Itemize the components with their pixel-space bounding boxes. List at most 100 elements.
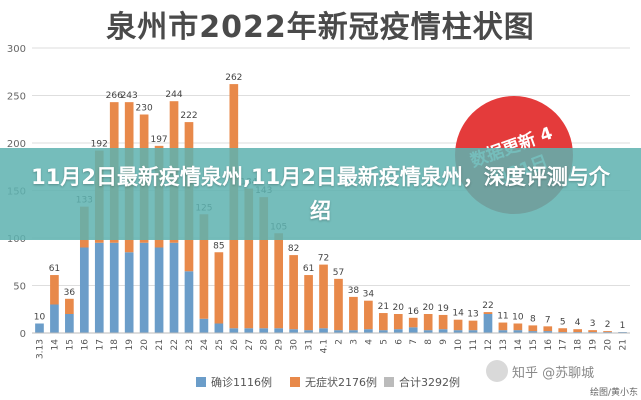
bar-asymptomatic [274,233,284,329]
x-tick-label: 27 [245,339,255,350]
x-tick-label: 7 [409,339,419,345]
x-tick-label: 24 [200,339,210,351]
bar-total-label: 19 [437,304,449,314]
bar-total-label: 10 [512,313,524,323]
bar-total-label: 5 [560,317,566,327]
bar-confirmed [169,242,179,333]
bar-confirmed [274,328,284,333]
x-tick-label: 4 [364,339,374,345]
y-tick-label: 250 [7,92,26,103]
x-tick-label: 5 [379,339,389,345]
bar-total-label: 22 [482,301,493,311]
bar-confirmed [423,330,433,333]
bar-total-label: 82 [288,244,299,254]
bar-total-label: 61 [303,264,314,274]
watermark: 知乎 @苏聊城 [486,360,594,382]
bar-asymptomatic [573,329,583,333]
bar-confirmed [184,271,194,333]
bar-asymptomatic [349,296,358,331]
bar-confirmed [124,252,134,333]
bar-total-label: 192 [91,140,108,150]
bar-confirmed [79,247,89,333]
bar-asymptomatic [304,275,313,331]
bar-asymptomatic [438,314,448,330]
x-tick-label: 4.1 [320,339,330,353]
bar-total-label: 1 [620,321,626,331]
bar-total-label: 8 [530,314,536,324]
bar-confirmed [139,242,149,333]
bar-total-label: 20 [393,303,405,313]
bar-confirmed [364,329,373,333]
x-tick-label: 9 [439,339,449,345]
x-tick-label: 30 [290,339,300,351]
bar-asymptomatic [199,214,209,319]
banner-title: 11月2日最新疫情泉州,11月2日最新疫情泉州，深度评测与介绍 [31,165,610,223]
bar-total-label: 243 [121,91,138,101]
bar-confirmed [349,330,358,333]
bar-asymptomatic [513,323,523,331]
bar-total-label: 21 [378,302,389,312]
bar-total-label: 11 [497,312,508,322]
bar-total-label: 222 [180,111,197,121]
y-tick-label: 300 [7,44,26,55]
bar-asymptomatic [498,322,508,331]
bar-asymptomatic [259,197,269,329]
x-tick-label: 26 [230,339,240,351]
x-tick-label: 19 [589,339,599,351]
bar-asymptomatic [393,314,403,330]
bar-total-label: 7 [545,315,551,325]
bar-confirmed [543,331,553,333]
x-tick-label: 19 [125,339,135,351]
legend-swatch-asymptomatic [290,377,300,387]
legend-swatch-total [384,377,394,387]
bar-asymptomatic [543,326,553,332]
x-tick-label: 29 [275,339,285,351]
x-tick-label: 20 [604,339,614,351]
bar-confirmed [154,247,164,333]
x-tick-label: 8 [424,339,434,345]
bar-total-label: 4 [575,318,581,328]
bar-total-label: 34 [363,290,375,300]
bar-total-label: 16 [407,307,419,317]
x-tick-label: 15 [529,339,539,350]
x-tick-label: 16 [80,339,90,351]
bar-confirmed [513,330,523,333]
x-tick-label: 21 [619,339,629,350]
x-tick-label: 2 [334,339,344,345]
x-tick-label: 14 [50,339,60,351]
bar-total-label: 230 [136,104,153,114]
bar-total-label: 85 [213,241,224,251]
x-tick-label: 25 [215,339,225,350]
bar-confirmed [259,328,269,333]
bar-confirmed [483,314,493,333]
x-tick-label: 6 [394,339,404,345]
bar-confirmed [244,328,254,333]
bar-asymptomatic [319,264,328,329]
x-tick-label: 31 [305,339,315,350]
bar-total-label: 10 [34,313,46,323]
bar-confirmed [319,328,328,333]
bar-confirmed [109,242,119,333]
bar-total-label: 13 [467,310,478,320]
x-tick-label: 18 [110,339,120,351]
bar-confirmed [453,330,463,333]
bar-asymptomatic [453,319,463,331]
bar-asymptomatic [214,252,224,324]
x-tick-label: 16 [544,339,554,351]
bar-confirmed [35,323,44,333]
bar-total-label: 244 [165,90,182,100]
chart-title: 泉州市2022年新冠疫情柱状图 [106,10,535,45]
bar-total-label: 57 [333,268,344,278]
bar-asymptomatic [244,188,254,329]
bar-asymptomatic [50,275,59,305]
bar-total-label: 2 [605,320,611,330]
corner-credit: 绘图/黄小东 [590,388,639,398]
x-tick-label: 11 [469,339,479,350]
bar-confirmed [498,330,508,333]
x-tick-label: 17 [559,339,569,350]
bar-total-label: 38 [348,286,360,296]
bar-confirmed [408,327,418,333]
bar-confirmed [214,323,224,333]
bar-confirmed [199,318,209,333]
bar-confirmed [65,314,74,333]
